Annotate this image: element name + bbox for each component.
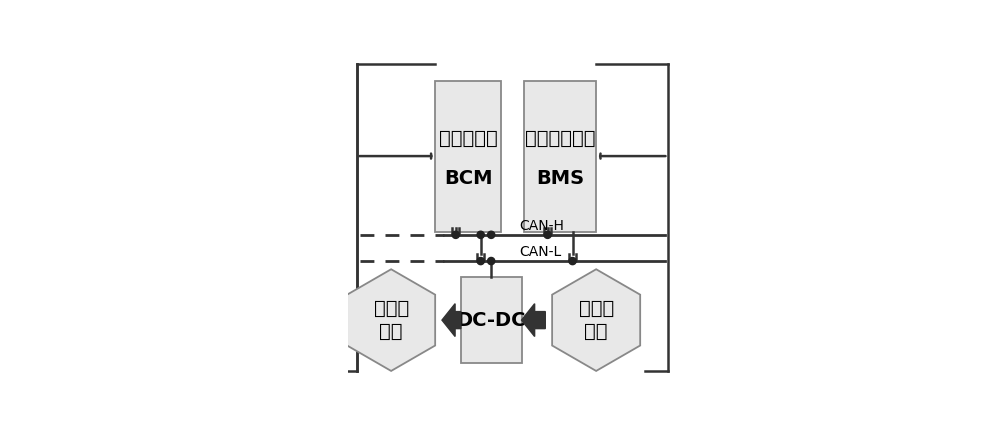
Text: 低功率: 低功率 <box>374 299 409 318</box>
Text: BCM: BCM <box>444 169 492 188</box>
Text: CAN-L: CAN-L <box>519 245 561 259</box>
Circle shape <box>488 231 495 239</box>
Bar <box>435 81 501 232</box>
Circle shape <box>452 231 459 239</box>
Text: 高功率: 高功率 <box>579 299 614 318</box>
FancyArrow shape <box>522 304 545 337</box>
Bar <box>524 81 596 232</box>
Polygon shape <box>347 269 435 371</box>
Text: 电池管理系统: 电池管理系统 <box>525 129 595 147</box>
Circle shape <box>569 257 576 265</box>
Polygon shape <box>552 269 640 371</box>
Text: DC-DC: DC-DC <box>456 311 526 330</box>
Circle shape <box>477 231 484 239</box>
FancyArrow shape <box>442 304 461 337</box>
Text: CAN-H: CAN-H <box>519 219 564 233</box>
Circle shape <box>544 231 551 239</box>
Text: 电池: 电池 <box>584 322 608 341</box>
Text: 车身控制器: 车身控制器 <box>439 129 498 147</box>
Bar <box>461 277 522 363</box>
Text: 电池: 电池 <box>379 322 403 341</box>
Circle shape <box>477 257 484 265</box>
Text: BMS: BMS <box>536 169 584 188</box>
Circle shape <box>488 257 495 265</box>
